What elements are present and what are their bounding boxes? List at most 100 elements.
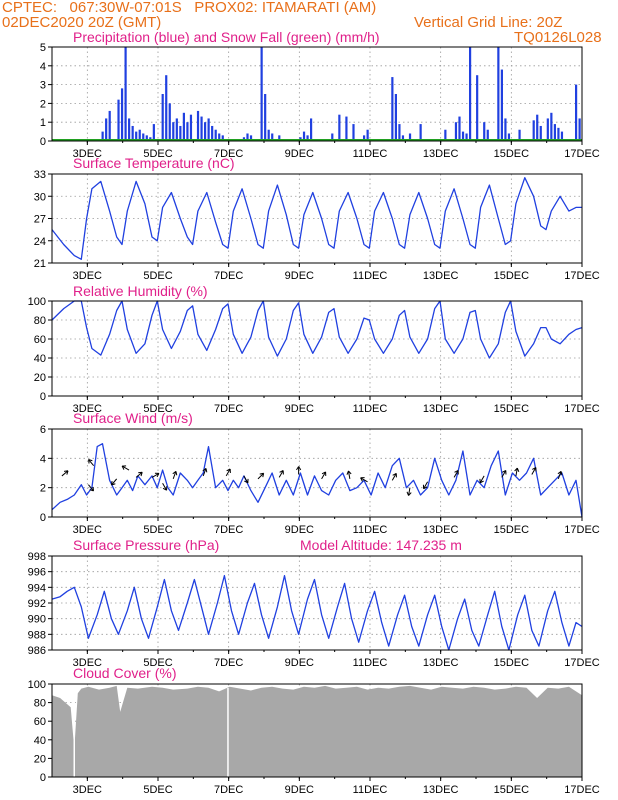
precip-bar	[518, 129, 521, 141]
wind-arrow-head	[406, 491, 412, 496]
precip-bar	[105, 118, 108, 141]
y-tick-label: 20	[34, 372, 46, 384]
precip-bar	[117, 99, 120, 141]
x-tick-label: 9DEC	[285, 148, 314, 160]
x-tick-label: 13DEC	[423, 784, 459, 796]
precip-bar	[550, 112, 553, 141]
x-tick-label: 13DEC	[423, 657, 459, 669]
precip-bar	[131, 125, 134, 141]
wind-arrow-head	[202, 468, 208, 473]
panel-title: Precipitation (blue) and Snow Fall (gree…	[73, 29, 380, 45]
y-tick-label: 60	[34, 334, 46, 346]
wind-arrow	[408, 487, 411, 496]
y-tick-label: 988	[28, 629, 46, 641]
y-tick-label: 40	[34, 735, 46, 747]
y-tick-label: 20	[34, 753, 46, 765]
wind-arrow	[321, 471, 327, 480]
precip-bar	[500, 69, 503, 141]
wind-arrow-head	[259, 472, 265, 478]
wind-arrow-head	[346, 470, 352, 475]
x-tick-label: 15DEC	[494, 148, 530, 160]
wind-arrow-head	[392, 472, 397, 478]
y-tick-label: 6	[40, 424, 46, 436]
panel-frame	[51, 46, 583, 142]
precip-bar	[574, 84, 578, 141]
wind-arrow-head	[244, 478, 249, 484]
x-tick-label: 11DEC	[353, 657, 388, 669]
precip-bar	[207, 118, 210, 141]
x-tick-label: 11DEC	[353, 403, 388, 415]
precip-bar	[345, 116, 348, 141]
wind-arrow	[172, 471, 177, 480]
x-tick-label: 17DEC	[564, 270, 600, 282]
x-tick-label: 7DEC	[214, 148, 243, 160]
wind-arrow-head	[172, 470, 178, 476]
precip-bar	[419, 124, 422, 141]
precip-bar	[454, 122, 458, 141]
wind-arrow	[121, 465, 130, 471]
precip-bar	[465, 133, 468, 141]
wind-arrow-head	[162, 486, 168, 491]
precip-bar	[306, 135, 309, 141]
y-tick-label: 0	[40, 136, 46, 148]
y-tick-label: 27	[34, 214, 46, 226]
panel-frame	[51, 173, 583, 264]
wind-arrow-head	[121, 465, 127, 470]
wind-arrow	[453, 470, 459, 478]
header-vertical-grid: Vertical Grid Line: 20Z	[414, 14, 563, 31]
wind-arrow-head	[63, 470, 69, 475]
x-tick-label: 3DEC	[73, 524, 102, 536]
wind-arrow	[515, 467, 518, 477]
precip-bar	[497, 47, 500, 141]
precip-bar	[366, 129, 369, 141]
precip-bar	[186, 122, 189, 141]
wind-arrow-head	[279, 470, 284, 475]
y-tick-label: 992	[28, 598, 46, 610]
x-tick-label: 9DEC	[285, 270, 314, 282]
precip-bar	[278, 135, 281, 141]
precip-bar	[124, 47, 127, 141]
panel-5: 0 20 40 60 80 100 3DEC 5DEC 7DEC 9DEC 11DEC 13DEC 15…	[28, 665, 600, 796]
precip-bar	[260, 47, 263, 141]
y-tick-label: 0	[40, 772, 46, 784]
precip-bar	[165, 75, 168, 141]
x-tick-label: 9DEC	[285, 524, 314, 536]
x-tick-label: 9DEC	[285, 403, 314, 415]
precip-bar	[444, 129, 447, 141]
precip-bar	[145, 135, 148, 141]
wind-arrow-head	[502, 470, 507, 475]
x-tick-label: 13DEC	[423, 148, 459, 160]
y-tick-label: 21	[34, 258, 46, 270]
wind-arrow-head	[226, 468, 231, 474]
panel-frame	[51, 683, 583, 778]
precip-bar	[362, 135, 366, 141]
y-tick-label: 33	[34, 169, 46, 181]
x-tick-label: 5DEC	[143, 657, 172, 669]
precip-bar	[152, 124, 155, 141]
precip-bar	[476, 75, 479, 141]
x-tick-label: 5DEC	[143, 148, 172, 160]
precip-bar	[408, 133, 412, 141]
precip-bar	[142, 133, 145, 141]
y-tick-label: 986	[28, 645, 46, 657]
precip-bar	[200, 116, 203, 141]
wind-arrow	[257, 472, 265, 480]
y-tick-label: 5	[40, 42, 46, 54]
y-tick-label: 1	[40, 117, 46, 129]
precip-bar	[128, 118, 131, 141]
y-tick-label: 990	[28, 614, 46, 626]
y-tick-label: 80	[34, 315, 46, 327]
precip-bar	[211, 125, 214, 141]
y-tick-label: 996	[28, 567, 46, 579]
wind-arrow	[347, 470, 351, 479]
wind-arrow	[479, 475, 485, 484]
x-tick-label: 5DEC	[143, 403, 172, 415]
y-tick-label: 0	[40, 512, 46, 524]
wind-arrow	[423, 481, 429, 489]
x-tick-label: 15DEC	[494, 524, 530, 536]
precip-bar	[179, 125, 182, 141]
panel-2: 0 20 40 60 80 100 3DEC 5DEC 7DEC 9DEC 11DEC 13DEC 15…	[28, 283, 600, 415]
precip-bar	[182, 112, 185, 141]
precip-bar	[267, 129, 270, 141]
x-tick-label: 11DEC	[353, 784, 388, 796]
